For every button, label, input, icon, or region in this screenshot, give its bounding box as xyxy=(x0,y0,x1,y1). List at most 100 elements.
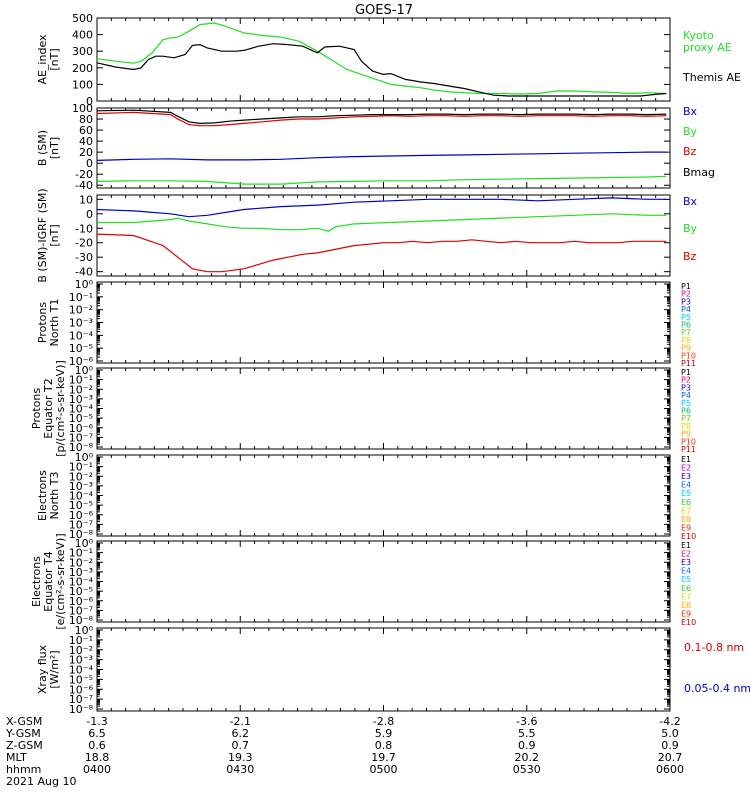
x-axis-tick-label: -4.2 xyxy=(659,715,680,728)
legend-label: E7 xyxy=(681,592,691,601)
panel-frame xyxy=(96,454,671,537)
plot-title: GOES-17 xyxy=(355,3,413,18)
legend-label: P1 xyxy=(681,282,691,291)
legend-label: E3 xyxy=(681,472,691,481)
y-tick-label: 10⁻⁵ xyxy=(69,673,93,686)
y-tick-label: 10⁻⁵ xyxy=(69,499,93,512)
y-tick-label: 20 xyxy=(79,146,93,159)
legend-label: E1 xyxy=(681,455,691,464)
y-axis-label: [e/(cm²-s-sr-keV)] xyxy=(54,533,67,629)
legend-label: E6 xyxy=(681,584,691,593)
y-tick-label: 100 xyxy=(72,78,93,91)
legend-label: P7 xyxy=(681,328,691,337)
series-line-bmag xyxy=(96,109,667,125)
y-tick-label: 10⁻⁴ xyxy=(69,576,94,589)
x-axis-tick-label: 0530 xyxy=(513,763,541,776)
legend-label: E7 xyxy=(681,506,691,515)
y-tick-label: 10⁻⁵ xyxy=(69,412,93,425)
y-axis-label: Equator T4 xyxy=(42,551,55,611)
legend-label: P3 xyxy=(681,383,691,392)
y-tick-label: 10⁰ xyxy=(75,537,94,550)
y-tick-label: 10⁻² xyxy=(69,304,93,317)
y-tick-label: 10⁰ xyxy=(75,451,94,464)
y-tick-label: 10⁻³ xyxy=(69,480,93,493)
legend-label: P9 xyxy=(681,430,691,439)
legend-label: Bx xyxy=(683,195,698,208)
y-tick-label: 400 xyxy=(72,29,93,42)
y-tick-label: 10⁻⁶ xyxy=(69,422,94,435)
x-axis-tick-label: 5.0 xyxy=(661,727,679,740)
series-line-by xyxy=(97,213,667,232)
legend-label: P8 xyxy=(681,336,691,345)
y-axis-label: B (SM) xyxy=(36,130,49,166)
y-tick-label: 10⁻² xyxy=(69,644,93,657)
y-tick-label: 10⁻⁶ xyxy=(69,355,94,368)
x-axis-tick-label: -2.1 xyxy=(230,715,251,728)
y-tick-label: 10⁰ xyxy=(75,624,94,637)
panel-frame xyxy=(96,107,671,189)
y-axis-label: [nT] xyxy=(48,137,61,159)
x-axis-row-label: hhmm xyxy=(6,763,41,776)
legend-label: E8 xyxy=(681,601,691,610)
y-tick-label: 10⁻⁶ xyxy=(69,683,94,696)
legend-label: P10 xyxy=(681,351,696,360)
x-axis-tick-label: 5.5 xyxy=(518,727,536,740)
y-tick-label: 10⁻² xyxy=(69,470,93,483)
legend-label: P5 xyxy=(681,313,691,322)
x-axis-tick-label: 0.9 xyxy=(518,739,536,752)
legend-label: E6 xyxy=(681,498,691,507)
y-tick-label: -20 xyxy=(75,237,93,250)
panel-3: 10 0-10 -20-30 -40 B (SM)-IGRF (SM) [nT] Bx By B… xyxy=(36,188,698,282)
y-tick-label: 10⁻⁷ xyxy=(69,604,93,617)
y-axis-label: [p/(cm²-s-sr-keV)] xyxy=(54,360,67,457)
x-axis-row-label: X-GSM xyxy=(6,715,42,728)
y-tick-label: 10⁻⁷ xyxy=(69,693,93,706)
series-line-bx xyxy=(96,151,667,161)
legend-label: P5 xyxy=(681,399,691,408)
series-line-bx xyxy=(96,197,667,218)
x-axis-tick-label: 0.6 xyxy=(88,739,106,752)
y-tick-label: 10⁻¹ xyxy=(69,547,93,560)
y-axis-label: [nT] xyxy=(48,224,61,246)
y-tick-label: 10⁻⁴ xyxy=(69,403,94,416)
legend-label: P9 xyxy=(681,344,691,353)
y-tick-label: 10⁻⁵ xyxy=(69,342,93,355)
y-tick-label: 10⁻¹ xyxy=(69,374,93,387)
y-tick-label: 0 xyxy=(86,208,93,221)
panel-frame xyxy=(96,627,671,712)
y-tick-label: -40 xyxy=(75,266,93,279)
legend-label: E3 xyxy=(681,558,691,567)
series-line-bz xyxy=(96,233,667,273)
x-axis-tick-label: 0500 xyxy=(370,763,398,776)
x-axis-tick-label: 0430 xyxy=(226,763,254,776)
y-tick-label: 80 xyxy=(79,113,93,126)
series-line-by xyxy=(96,175,667,185)
series-line-themis-ae xyxy=(96,43,667,97)
y-tick-label: 10⁻¹ xyxy=(69,461,93,474)
x-axis-row-label: Y-GSM xyxy=(5,727,41,740)
x-axis-tick-label: 19.3 xyxy=(228,751,253,764)
legend-label: P2 xyxy=(681,290,691,299)
y-tick-label: 10⁻⁴ xyxy=(69,664,94,677)
legend-label: P4 xyxy=(681,391,691,400)
x-axis-tick-label: 6.2 xyxy=(232,727,250,740)
y-tick-label: 10⁻⁴ xyxy=(69,329,94,342)
x-axis-tick-label: -2.8 xyxy=(373,715,394,728)
y-tick-label: 10⁻³ xyxy=(69,654,93,667)
legend-label: Bx xyxy=(683,105,698,118)
y-tick-label: 10⁻⁸ xyxy=(69,703,94,716)
legend-label: P1 xyxy=(681,368,691,377)
legend-label: P4 xyxy=(681,305,691,314)
y-tick-label: 10⁻⁴ xyxy=(69,490,94,503)
y-tick-label: 100 xyxy=(72,102,93,115)
x-axis-tick-label: -3.6 xyxy=(516,715,537,728)
y-axis-label: Protons xyxy=(36,302,49,343)
y-axis-label: Equator T2 xyxy=(42,378,55,438)
y-tick-label: 60 xyxy=(79,124,93,137)
y-axis-label: [W/m²] xyxy=(48,650,61,688)
